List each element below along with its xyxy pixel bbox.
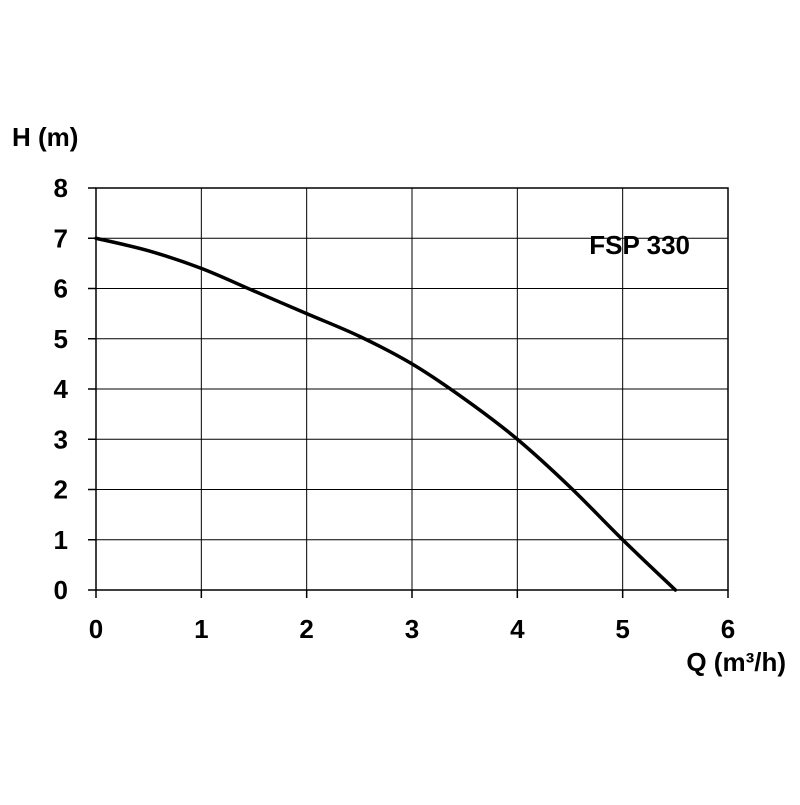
y-axis-label: H (m): [12, 122, 78, 152]
x-tick-label: 2: [299, 614, 313, 644]
series-line-0: [94, 236, 678, 592]
y-tick-label: 6: [54, 274, 68, 304]
series-layer: [94, 236, 678, 592]
y-tick-label: 8: [54, 173, 68, 203]
y-tick-label: 2: [54, 475, 68, 505]
x-tick-label: 4: [510, 614, 525, 644]
y-tick-label: 5: [54, 324, 68, 354]
y-tick-label: 4: [54, 374, 69, 404]
x-tick-label: 5: [615, 614, 629, 644]
ticks: 0 1 2 3 4 5 6 0 1 2 3 4 5 6 7 8: [54, 173, 736, 644]
x-tick-label: 0: [89, 614, 103, 644]
y-tick-label: 0: [54, 575, 68, 605]
curve-annotation: FSP 330: [589, 230, 690, 260]
y-tick-label: 1: [54, 525, 68, 555]
x-tick-label: 1: [194, 614, 208, 644]
grid: [95, 187, 729, 591]
y-tick-label: 3: [54, 424, 68, 454]
x-tick-label: 6: [721, 614, 735, 644]
y-tick-label: 7: [54, 223, 68, 253]
x-axis-label: Q (m³/h): [686, 647, 786, 677]
x-tick-label: 3: [405, 614, 419, 644]
